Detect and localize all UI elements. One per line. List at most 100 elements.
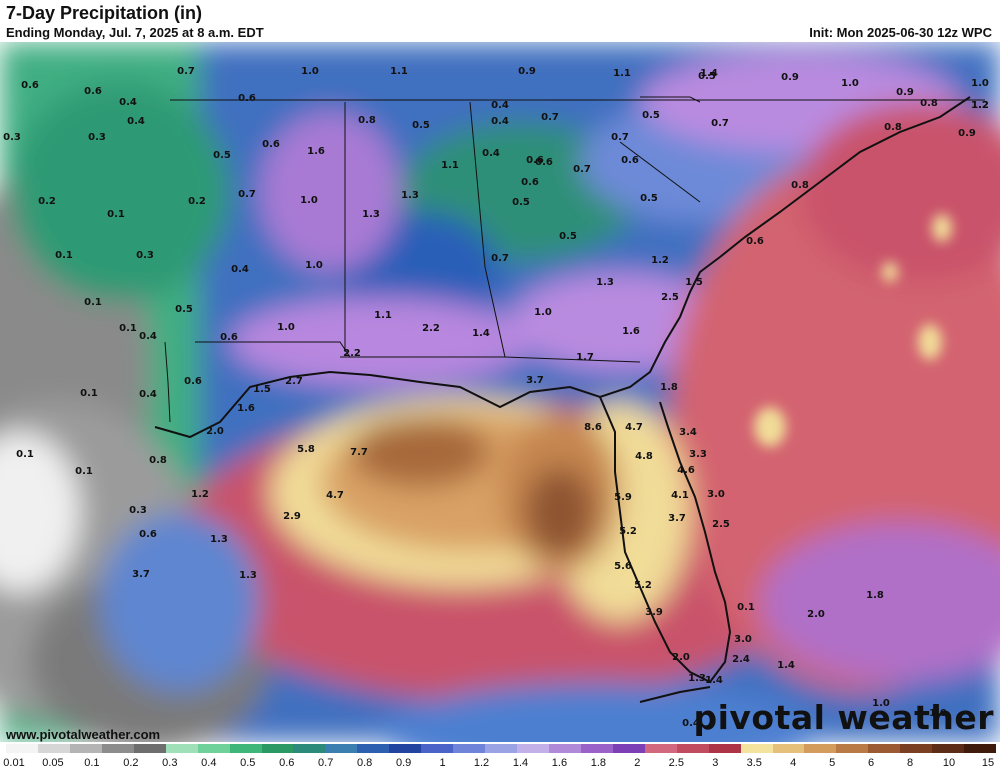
legend-swatch <box>357 744 390 753</box>
brand-logo: pivotal weather <box>693 698 994 737</box>
precip-value-label: 3.4 <box>679 427 697 438</box>
state-borders <box>164 96 985 423</box>
map-title: 7-Day Precipitation (in) <box>6 3 203 23</box>
legend-tick-label: 0.9 <box>395 757 412 769</box>
precip-value-label: 2.7 <box>285 376 303 387</box>
precip-value-label: 2.2 <box>343 348 361 359</box>
legend-tick-labels: 0.01 0.05 0.1 0.2 0.3 0.4 0.5 0.6 0.7 0.8 0.9 1 1.2 1… <box>3 744 996 773</box>
precip-value-label: 2.5 <box>661 292 679 303</box>
legend-swatch <box>389 744 422 753</box>
legend-tick-label: 0.7 <box>318 757 334 769</box>
precip-value-label: 0.4 <box>231 264 249 275</box>
precip-value-label: 1.6 <box>307 146 325 157</box>
legend-swatch <box>964 744 997 753</box>
legend-tick-label: 1.4 <box>512 757 529 769</box>
legend-swatch <box>612 744 645 753</box>
legend-swatch <box>740 744 773 753</box>
precip-value-label: 0.8 <box>358 115 376 126</box>
legend-swatch <box>69 744 102 753</box>
precip-value-label: 1.4 <box>777 660 795 671</box>
precip-value-label: 1.1 <box>613 68 631 79</box>
precip-value-label: 7.7 <box>350 447 368 458</box>
precip-value-label: 0.1 <box>107 209 125 220</box>
precip-value-label: 1.1 <box>390 66 408 77</box>
precip-value-label: 0.7 <box>541 112 559 123</box>
precip-value-label: 0.7 <box>611 132 629 143</box>
legend-swatch <box>708 744 741 753</box>
precip-value-label: 0.9 <box>958 128 976 139</box>
brand-text: pivotal weather <box>693 698 994 737</box>
legend-swatch <box>868 744 901 753</box>
precip-value-label: 3.7 <box>132 569 150 580</box>
precipitation-map: 0.6 0.7 0.6 1.0 1.1 0.9 1.1 1.4 0.9 1.0 0.4 0.6 0.4 0… <box>0 42 1000 742</box>
legend-tick-label: 3 <box>712 757 719 769</box>
legend-tick-label: 0.1 <box>84 757 100 769</box>
legend-tick-label: 2 <box>634 757 641 769</box>
legend-swatch <box>548 744 581 753</box>
precip-value-label: 0.1 <box>737 602 755 613</box>
precip-value-label: 1.3 <box>596 277 614 288</box>
precip-value-label: 1.2 <box>651 255 669 266</box>
precip-value-label: 4.6 <box>677 465 695 476</box>
precip-value-label: 0.4 <box>491 116 509 127</box>
precip-value-label: 0.5 <box>512 197 530 208</box>
precip-value-label: 0.1 <box>55 250 73 261</box>
legend-tick-label: 6 <box>868 757 875 769</box>
precip-value-label: 0.5 <box>175 304 193 315</box>
precip-value-label: 1.4 <box>705 675 723 686</box>
precip-value-label: 0.5 <box>412 120 430 131</box>
precip-value-label: 4.8 <box>635 451 653 462</box>
precip-value-label: 0.7 <box>238 189 256 200</box>
precip-value-label: 0.5 <box>642 110 660 121</box>
precip-value-label: 4.7 <box>625 422 643 433</box>
precip-value-label: 1.6 <box>622 326 640 337</box>
precip-value-label: 5.9 <box>614 492 632 503</box>
legend-tick-label: 0.8 <box>356 757 373 769</box>
precip-value-label: 1.3 <box>688 673 706 684</box>
precip-value-label: 1.0 <box>971 78 989 89</box>
legend-swatch <box>644 744 677 753</box>
legend-swatch <box>165 744 198 753</box>
legend-tick-label: 1.8 <box>590 757 607 769</box>
precip-value-label: 0.3 <box>129 505 147 516</box>
precip-value-label: 0.6 <box>621 155 639 166</box>
legend-tick-label: 1 <box>439 757 446 769</box>
precip-value-label: 0.1 <box>80 388 98 399</box>
legend-swatch <box>485 744 517 753</box>
precip-value-label: 3.0 <box>734 634 752 645</box>
precip-value-label: 0.8 <box>791 180 809 191</box>
precip-value-label: 1.8 <box>660 382 678 393</box>
precip-value-label: 1.1 <box>441 160 459 171</box>
legend-color-bar <box>6 744 997 753</box>
map-valid-time: Ending Monday, Jul. 7, 2025 at 8 a.m. ED… <box>6 25 264 40</box>
precip-value-label: 5.6 <box>614 561 632 572</box>
precip-value-label: 2.0 <box>206 426 224 437</box>
precip-value-label: 1.3 <box>362 209 380 220</box>
precip-value-label: 0.6 <box>220 332 238 343</box>
precip-value-label: 0.5 <box>559 231 577 242</box>
precip-value-label: 3.3 <box>689 449 707 460</box>
precip-value-label: 1.0 <box>872 698 890 709</box>
legend-swatch <box>580 744 613 753</box>
precip-value-label: 0.5 <box>640 193 658 204</box>
legend-swatch <box>900 744 933 753</box>
legend-tick-label: 0.05 <box>42 757 64 769</box>
precip-value-label: 1.4 <box>700 68 718 79</box>
precip-value-label: 0.7 <box>711 118 729 129</box>
precip-value-label: 0.9 <box>896 87 914 98</box>
color-legend: 0.01 0.05 0.1 0.2 0.3 0.4 0.5 0.6 0.7 0.8 0.9 1 1.2 1… <box>0 742 1000 773</box>
precip-value-label: 0.7 <box>491 253 509 264</box>
precip-value-label: 2.0 <box>672 652 690 663</box>
precip-value-label: 0.3 <box>88 132 106 143</box>
precip-value-label: 1.0 <box>305 260 323 271</box>
precip-value-label: 0.6 <box>535 157 553 168</box>
legend-tick-label: 0.2 <box>123 757 139 769</box>
legend-swatch <box>325 744 358 753</box>
precip-value-label: 3.7 <box>526 375 544 386</box>
precip-value-label: 0.8 <box>920 98 938 109</box>
legend-swatch <box>836 744 869 753</box>
precip-value-label: 1.3 <box>239 570 257 581</box>
precip-value-label: 0.6 <box>521 177 539 188</box>
precip-value-label: 1.2 <box>191 489 209 500</box>
precip-value-label: 0.4 <box>139 331 157 342</box>
